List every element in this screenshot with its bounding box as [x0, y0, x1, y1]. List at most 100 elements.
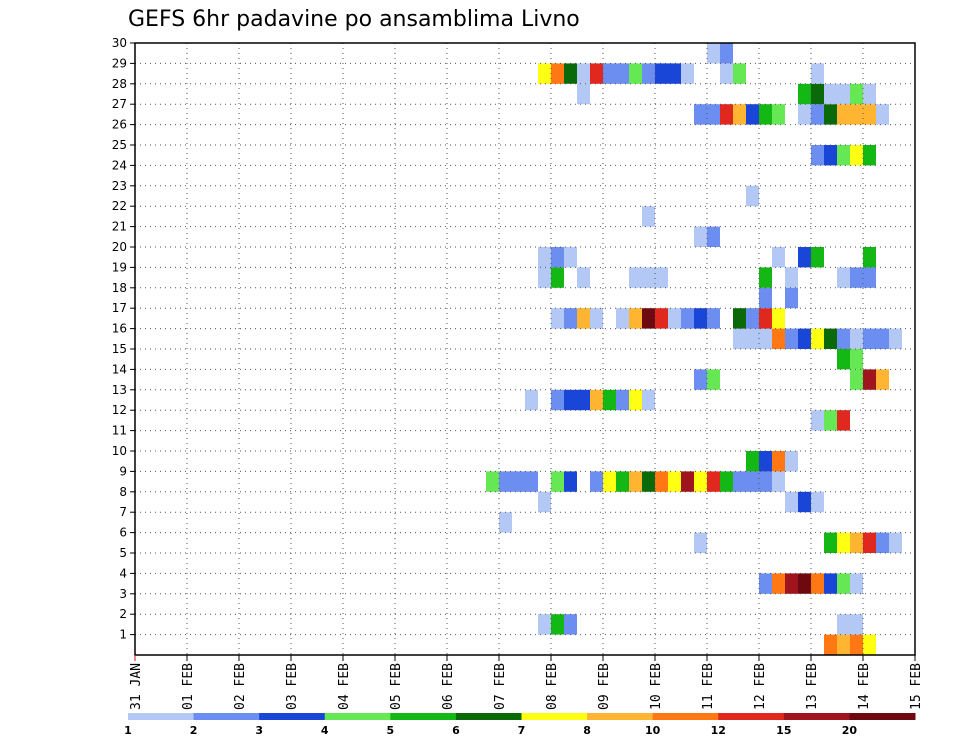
heatmap-cell [759, 328, 772, 349]
colorbar-tick-label: 6 [452, 724, 460, 737]
colorbar-swatch [521, 713, 588, 720]
heatmap-cell [642, 267, 655, 288]
y-tick-label: 13 [112, 383, 127, 397]
y-tick-label: 8 [119, 485, 127, 499]
heatmap-cell [694, 226, 707, 247]
heatmap-cell [837, 83, 850, 105]
heatmap-cell [811, 104, 824, 125]
x-tick-label: 31 JAN [129, 663, 144, 710]
heatmap-cell [551, 614, 564, 635]
heatmap-cell [746, 471, 759, 492]
y-tick-label: 3 [119, 587, 127, 601]
colorbar-tick-label: 7 [518, 724, 526, 737]
chart-title: GEFS 6hr padavine po ansamblima Livno [128, 7, 580, 32]
heatmap-cell [564, 471, 577, 492]
heatmap-cell [837, 267, 850, 288]
colorbar-tick-label: 1 [124, 724, 132, 737]
heatmap-cell [850, 573, 863, 594]
heatmap-cell [759, 451, 772, 472]
heatmap-cell [512, 471, 525, 492]
heatmap-cell [850, 328, 863, 349]
y-tick-label: 6 [119, 526, 127, 540]
heatmap-cell [577, 389, 590, 411]
y-tick-label: 15 [112, 342, 127, 356]
heatmap-cell [759, 267, 772, 288]
y-tick-label: 24 [112, 158, 127, 172]
heatmap-cell [759, 308, 772, 329]
y-tick-label: 20 [112, 240, 127, 254]
heatmap-cell [798, 83, 811, 105]
heatmap-cell [863, 83, 876, 105]
heatmap-cell [616, 308, 629, 329]
x-tick-label: 08 FEB [545, 663, 560, 710]
heatmap-cell [538, 63, 551, 84]
heatmap-cell [798, 491, 811, 513]
heatmap-cell [577, 308, 590, 329]
heatmap-cell [772, 573, 785, 594]
heatmap-cell [811, 247, 824, 268]
y-tick-label: 12 [112, 403, 127, 417]
heatmap-cell [642, 308, 655, 329]
heatmap-cell [681, 308, 694, 329]
heatmap-cell [889, 532, 902, 553]
heatmap-cell [707, 43, 720, 64]
heatmap-cell [538, 614, 551, 635]
heatmap-cell [733, 104, 746, 125]
heatmap-cell [551, 247, 564, 268]
x-tick-label: 04 FEB [337, 663, 352, 710]
heatmap-cell [876, 369, 889, 390]
x-tick-label: 05 FEB [389, 663, 404, 710]
heatmap-cell [629, 471, 642, 492]
heatmap-cell [850, 634, 863, 655]
heatmap-cell [785, 267, 798, 288]
colorbar-swatch [390, 713, 457, 720]
heatmap-cell [642, 389, 655, 411]
heatmap-cell [499, 512, 512, 533]
x-tick-label: 07 FEB [493, 663, 508, 710]
heatmap-cell [824, 83, 837, 105]
heatmap-cell [603, 63, 616, 84]
heatmap-cell [785, 287, 798, 309]
y-tick-label: 27 [112, 97, 127, 111]
heatmap-cell [811, 63, 824, 84]
x-tick-label: 11 FEB [701, 663, 716, 710]
y-tick-label: 9 [119, 464, 127, 478]
heatmap-cell [681, 63, 694, 84]
heatmap-cell [876, 104, 889, 125]
y-tick-label: 25 [112, 138, 127, 152]
heatmap-cell [564, 308, 577, 329]
y-tick-label: 7 [119, 505, 127, 519]
heatmap-cell [590, 389, 603, 411]
y-tick-label: 14 [112, 362, 127, 376]
heatmap-cell [629, 389, 642, 411]
heatmap-cell [551, 308, 564, 329]
heatmap-cell [863, 247, 876, 268]
heatmap-cell [707, 104, 720, 125]
heatmap-cell [863, 328, 876, 349]
heatmap-cell [811, 145, 824, 166]
heatmap-cell [863, 369, 876, 390]
heatmap-cells [486, 43, 902, 655]
colorbar-tick-label: 20 [842, 724, 858, 737]
colorbar-swatch [193, 713, 260, 720]
heatmap-cell [668, 63, 681, 84]
heatmap-cell [824, 328, 837, 349]
colorbar-legend: 1 2 3 4 5 6 7 8 10 12 15 20 [124, 713, 916, 737]
heatmap-cell [889, 328, 902, 349]
heatmap-cell [824, 410, 837, 431]
x-tick-label: 02 FEB [233, 663, 248, 710]
y-tick-label: 28 [112, 77, 127, 91]
heatmap-cell [837, 614, 850, 635]
heatmap-cell [733, 308, 746, 329]
y-tick-label: 10 [112, 444, 127, 458]
heatmap-cell [785, 328, 798, 349]
heatmap-cell [759, 287, 772, 309]
heatmap-cell [759, 573, 772, 594]
y-tick-label: 22 [112, 199, 127, 213]
heatmap-cell [837, 532, 850, 553]
heatmap-cell [876, 328, 889, 349]
heatmap-cell [525, 471, 538, 492]
y-tick-label: 16 [112, 322, 127, 336]
heatmap-cell [642, 206, 655, 227]
